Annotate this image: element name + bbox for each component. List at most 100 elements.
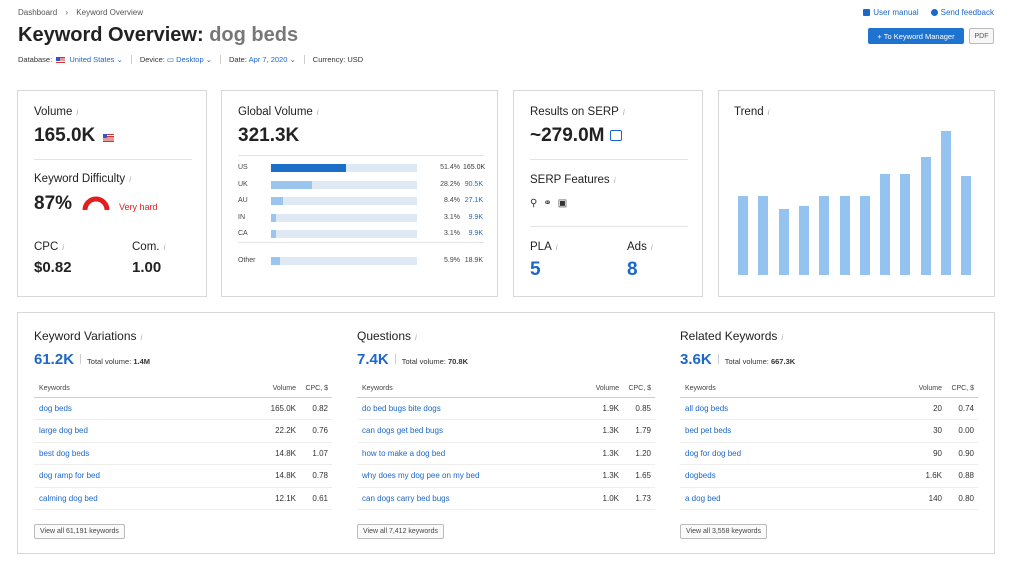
keyword-link[interactable]: dog for dog bed [680,442,882,465]
keyword-link[interactable]: best dog beds [34,442,236,465]
info-icon[interactable]: i [415,333,417,342]
trend-bar[interactable] [941,131,951,275]
info-icon[interactable]: i [129,175,131,184]
questions-summary: 7.4K Total volume: 70.8K [357,351,468,368]
col-volume[interactable]: Volume [882,381,942,398]
trend-bar[interactable] [961,175,972,275]
keyword-link[interactable]: calming dog bed [34,487,236,510]
divider [130,55,132,64]
database-filter[interactable]: Database: United States ⌄ [18,55,123,64]
trend-bar[interactable] [920,156,931,275]
divider [717,354,719,364]
user-manual-link[interactable]: User manual [863,8,919,17]
related-count[interactable]: 3.6K [680,351,712,368]
table-row: do bed bugs bite dogs 1.9K 0.85 [357,397,655,420]
database-label: Database: [18,55,53,64]
divider [34,159,192,160]
info-icon[interactable]: i [163,243,166,252]
col-keywords[interactable]: Keywords [357,381,559,398]
map-pin-icon[interactable]: ⚲ [530,198,538,209]
image-icon[interactable]: ▣ [557,198,568,209]
trend-bar[interactable] [900,174,911,275]
keyword-link[interactable]: can dogs get bed bugs [357,419,559,443]
pdf-button[interactable]: PDF [969,28,994,44]
trend-bar[interactable] [738,195,748,275]
info-icon[interactable]: i [622,108,625,117]
keyword-link[interactable]: how to make a dog bed [357,442,559,465]
link-icon[interactable]: ⚭ [543,198,552,209]
device-filter[interactable]: Device: ▭ Desktop ⌄ [140,55,212,64]
col-cpc[interactable]: CPC, $ [942,381,978,398]
keyword-link[interactable]: all dog beds [680,397,882,420]
info-icon[interactable]: i [140,333,143,342]
col-volume[interactable]: Volume [559,381,619,398]
total-volume-value: 1.4M [133,357,150,366]
view-all-variations-button[interactable]: View all 61,191 keywords [34,524,125,539]
info-icon[interactable]: i [76,108,79,117]
global-volume-row[interactable]: US 51.4% 165.0K [238,163,485,173]
share-volume[interactable]: 9.9K [468,213,483,221]
trend-bar[interactable] [778,208,789,275]
keyword-cpc: 0.82 [296,397,332,420]
breadcrumb-home[interactable]: Dashboard [18,8,58,17]
trend-bar[interactable] [880,174,891,275]
share-bar [271,257,417,265]
keyword-link[interactable]: do bed bugs bite dogs [357,397,559,420]
serp-snapshot-icon[interactable] [609,130,622,141]
keyword-cpc: 0.78 [296,464,332,488]
keyword-cpc: 0.85 [619,397,655,420]
pla-label: PLA i [530,241,558,253]
share-percent: 28.2% [440,180,460,188]
variations-count[interactable]: 61.2K [34,351,75,368]
trend-bar[interactable] [798,205,809,275]
global-volume-row[interactable]: CA 3.1% 9.9K [238,229,484,239]
view-all-related-button[interactable]: View all 3,558 keywords [680,524,767,539]
info-icon[interactable]: i [316,108,319,117]
share-volume[interactable]: 9.9K [468,230,483,237]
keyword-link[interactable]: dog beds [34,397,236,420]
col-volume[interactable]: Volume [236,381,296,398]
info-icon[interactable]: i [650,243,653,252]
ads-value[interactable]: 8 [627,259,638,280]
col-keywords[interactable]: Keywords [34,381,236,398]
trend-bar[interactable] [859,195,870,275]
keyword-volume: 1.3K [559,442,619,465]
date-filter[interactable]: Date: Apr 7, 2020 ⌄ [229,55,296,64]
info-icon[interactable]: i [613,176,616,185]
keyword-link[interactable]: bed pet beds [680,419,882,443]
share-volume[interactable]: 27.1K [464,197,483,204]
global-volume-row-other[interactable]: Other 5.9% 18.9K [238,256,484,266]
cpc-label: CPC i [34,241,65,253]
country-code: AU [238,197,248,204]
questions-count[interactable]: 7.4K [357,351,389,368]
pla-value[interactable]: 5 [530,259,541,280]
keyword-link[interactable]: large dog bed [34,419,236,443]
keyword-link[interactable]: can dogs carry bed bugs [357,487,559,510]
info-icon[interactable]: i [62,243,65,252]
info-icon[interactable]: i [555,243,558,252]
keyword-link[interactable]: dogbeds [680,464,882,488]
keyword-link[interactable]: why does my dog pee on my bed [357,464,559,488]
keyword-link[interactable]: dog ramp for bed [34,464,236,488]
col-keywords[interactable]: Keywords [680,381,882,398]
trend-bar[interactable] [758,195,769,275]
global-volume-row[interactable]: UK 28.2% 90.5K [238,180,484,190]
share-volume[interactable]: 90.5K [464,180,483,188]
title-prefix: Keyword Overview: [18,24,204,46]
global-volume-row[interactable]: AU 8.4% 27.1K [238,196,484,206]
info-icon[interactable]: i [767,108,770,117]
volume-value: 165.0K [34,125,116,147]
col-cpc[interactable]: CPC, $ [296,381,332,398]
trend-bar[interactable] [819,195,830,275]
keyword-cpc: 0.74 [942,397,978,420]
col-cpc[interactable]: CPC, $ [619,381,655,398]
keyword-volume: 22.2K [236,419,296,443]
trend-bar[interactable] [839,195,850,275]
send-feedback-link[interactable]: Send feedback [930,8,994,17]
global-volume-row[interactable]: IN 3.1% 9.9K [238,213,484,223]
to-keyword-manager-button[interactable]: + To Keyword Manager [868,28,964,44]
difficulty-label: Keyword Difficulty i [34,173,131,185]
view-all-questions-button[interactable]: View all 7,412 keywords [357,524,444,539]
info-icon[interactable]: i [781,333,784,342]
keyword-link[interactable]: a dog bed [680,487,882,510]
